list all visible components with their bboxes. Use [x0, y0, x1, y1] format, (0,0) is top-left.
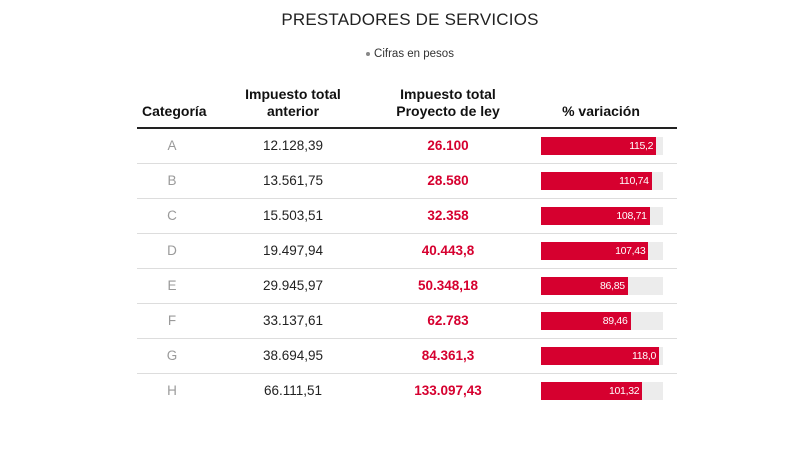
cell-anterior: 12.128,39 [262, 138, 324, 153]
cell-proyecto: 26.100 [427, 138, 469, 153]
cell-proyecto: 50.348,18 [417, 278, 479, 293]
variacion-bar-label: 86,85 [600, 280, 625, 292]
header-variacion: % variación [562, 103, 640, 119]
chart-subtitle: Cifras en pesos [0, 48, 800, 60]
cell-proyecto: 84.361,3 [421, 348, 475, 363]
cell-anterior: 29.945,97 [262, 278, 324, 293]
variacion-bar-label: 118,0 [632, 350, 656, 362]
cell-proyecto: 32.358 [427, 208, 469, 223]
cell-variacion: 110,74 [541, 164, 663, 198]
variacion-bar-track: 108,71 [541, 207, 663, 225]
variacion-bar-label: 110,74 [619, 175, 649, 187]
cell-proyecto: 62.783 [427, 313, 469, 328]
cell-anterior: 15.503,51 [262, 208, 324, 223]
cell-categoria: B [167, 173, 177, 188]
table-header: Categoría Impuesto total anterior Impues… [137, 80, 677, 129]
variacion-bar: 110,74 [541, 172, 652, 190]
variacion-bar-track: 107,43 [541, 242, 663, 260]
header-anterior-line1: Impuesto total [245, 86, 341, 102]
data-table: Categoría Impuesto total anterior Impues… [137, 80, 677, 408]
cell-categoria: C [167, 208, 177, 223]
cell-variacion: 86,85 [541, 269, 663, 303]
cell-categoria: D [167, 243, 177, 258]
table-row: B 13.561,75 28.580 110,74 [137, 164, 677, 199]
variacion-bar-label: 107,43 [615, 245, 646, 257]
table-row: C 15.503,51 32.358 108,71 [137, 199, 677, 234]
variacion-bar-track: 86,85 [541, 277, 663, 295]
header-proyecto: Impuesto total Proyecto de ley [387, 86, 509, 120]
header-categoria: Categoría [142, 103, 207, 119]
header-anterior: Impuesto total anterior [237, 86, 349, 120]
variacion-bar-track: 101,32 [541, 382, 663, 400]
variacion-bar: 118,0 [541, 347, 659, 365]
table-row: G 38.694,95 84.361,3 118,0 [137, 339, 677, 374]
variacion-bar-label: 115,2 [629, 140, 654, 152]
cell-variacion: 108,71 [541, 199, 663, 233]
table-row: F 33.137,61 62.783 89,46 [137, 304, 677, 339]
chart-title: PRESTADORES DE SERVICIOS [281, 10, 539, 29]
variacion-bar-track: 110,74 [541, 172, 663, 190]
variacion-bar: 107,43 [541, 242, 649, 260]
header-proyecto-line1: Impuesto total [400, 86, 496, 102]
cell-categoria: H [167, 383, 177, 398]
cell-categoria: E [167, 278, 177, 293]
cell-variacion: 115,2 [541, 129, 663, 163]
cell-anterior: 33.137,61 [262, 313, 324, 328]
header-proyecto-line2: Proyecto de ley [396, 103, 500, 119]
subtitle-text: Cifras en pesos [374, 48, 454, 60]
cell-categoria: A [167, 138, 177, 153]
cell-anterior: 13.561,75 [262, 173, 324, 188]
table-row: H 66.111,51 133.097,43 101,32 [137, 374, 677, 408]
variacion-bar: 108,71 [541, 207, 650, 225]
cell-categoria: F [167, 313, 177, 328]
variacion-bar: 101,32 [541, 382, 643, 400]
variacion-bar: 89,46 [541, 312, 631, 330]
table-row: D 19.497,94 40.443,8 107,43 [137, 234, 677, 269]
variacion-bar: 115,2 [541, 137, 657, 155]
variacion-bar-label: 89,46 [602, 315, 628, 327]
cell-variacion: 107,43 [541, 234, 663, 268]
variacion-bar-track: 89,46 [541, 312, 663, 330]
variacion-bar-track: 115,2 [541, 137, 663, 155]
cell-proyecto: 28.580 [427, 173, 469, 188]
cell-variacion: 118,0 [541, 339, 663, 373]
cell-variacion: 89,46 [541, 304, 663, 338]
variacion-bar-track: 118,0 [541, 347, 663, 365]
cell-anterior: 19.497,94 [262, 243, 324, 258]
cell-categoria: G [166, 348, 178, 363]
header-anterior-line2: anterior [266, 103, 320, 119]
variacion-bar-label: 101,32 [608, 385, 640, 397]
variacion-bar-label: 108,71 [616, 210, 647, 222]
variacion-bar: 86,85 [541, 277, 628, 295]
cell-proyecto: 40.443,8 [421, 243, 475, 258]
table-row: A 12.128,39 26.100 115,2 [137, 129, 677, 164]
cell-anterior: 38.694,95 [262, 348, 324, 363]
bullet-icon [366, 51, 371, 56]
cell-anterior: 66.111,51 [263, 383, 323, 398]
table-body: A 12.128,39 26.100 115,2 B 13.561,75 28.580 110… [137, 129, 677, 408]
cell-variacion: 101,32 [541, 374, 663, 408]
table-row: E 29.945,97 50.348,18 86,85 [137, 269, 677, 304]
cell-proyecto: 133.097,43 [414, 383, 482, 398]
